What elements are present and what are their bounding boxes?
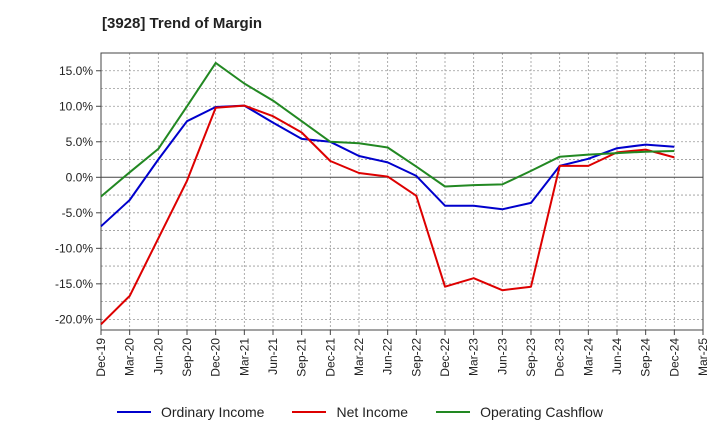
series-line-ordinary-income xyxy=(100,104,675,228)
x-tick-label: Dec-22 xyxy=(438,338,452,377)
series-line-operating-cashflow xyxy=(100,61,675,198)
x-tick-label: Mar-21 xyxy=(237,338,251,376)
y-tick-label: -5.0% xyxy=(62,206,94,220)
x-tick-label: Sep-20 xyxy=(180,338,194,377)
chart-title: [3928] Trend of Margin xyxy=(102,15,263,32)
legend-item-ordinary-income: Ordinary Income xyxy=(116,404,265,420)
legend-swatch-net-income xyxy=(292,411,327,413)
y-tick-label: 0.0% xyxy=(66,170,94,184)
x-tick-label: Mar-24 xyxy=(581,338,595,376)
x-tick-label: Jun-22 xyxy=(381,338,395,375)
x-tick-label: Sep-21 xyxy=(295,338,309,377)
x-tick-label: Dec-24 xyxy=(667,338,681,377)
x-tick-label: Mar-25 xyxy=(696,338,710,376)
x-tick-label: Mar-23 xyxy=(467,338,481,376)
x-tick-label: Dec-19 xyxy=(94,338,108,377)
x-tick-label: Sep-23 xyxy=(524,338,538,377)
legend: Ordinary Income Net Income Operating Cas… xyxy=(0,404,720,420)
x-tick-label: Mar-22 xyxy=(352,338,366,376)
x-tick-label: Dec-20 xyxy=(209,338,223,377)
legend-swatch-ordinary-income xyxy=(116,411,151,413)
x-tick-label: Sep-22 xyxy=(409,338,423,377)
legend-label-operating-cashflow: Operating Cashflow xyxy=(480,404,604,420)
y-tick-label: 5.0% xyxy=(66,135,94,149)
y-tick-label: 15.0% xyxy=(59,64,93,78)
x-tick-label: Jun-24 xyxy=(610,338,624,375)
x-tick-label: Dec-21 xyxy=(323,338,337,377)
y-tick-labels: 15.0% 10.0% 5.0% 0.0% -5.0% -10.0% -15.0% -20.0… xyxy=(55,64,93,327)
plot-frame xyxy=(100,52,704,331)
y-tick-label: 10.0% xyxy=(59,99,93,113)
legend-label-net-income: Net Income xyxy=(336,404,409,420)
x-tick-label: Mar-20 xyxy=(123,338,137,376)
axes xyxy=(96,52,704,335)
x-tick-label: Jun-23 xyxy=(495,338,509,375)
x-tick-labels: Dec-19 Mar-20 Jun-20 Sep-20 Dec-20 Mar-21 Jun-… xyxy=(94,338,710,377)
legend-label-ordinary-income: Ordinary Income xyxy=(160,404,265,420)
series-line-net-income xyxy=(100,104,675,326)
x-tick-label: Dec-23 xyxy=(553,338,567,377)
legend-item-net-income: Net Income xyxy=(292,404,408,420)
margin-line-chart: Dec-19 Mar-20 Jun-20 Sep-20 Dec-20 Mar-21 Jun-… xyxy=(55,52,710,377)
grid-lines xyxy=(100,52,704,330)
y-tick-label: -20.0% xyxy=(55,312,93,326)
x-tick-label: Jun-20 xyxy=(151,338,165,375)
x-tick-label: Sep-24 xyxy=(639,338,653,377)
series-lines xyxy=(100,61,675,326)
y-tick-label: -10.0% xyxy=(55,241,93,255)
legend-item-operating-cashflow: Operating Cashflow xyxy=(436,404,603,420)
y-tick-label: -15.0% xyxy=(55,277,93,291)
x-tick-label: Jun-21 xyxy=(266,338,280,375)
legend-swatch-operating-cashflow xyxy=(436,411,471,413)
